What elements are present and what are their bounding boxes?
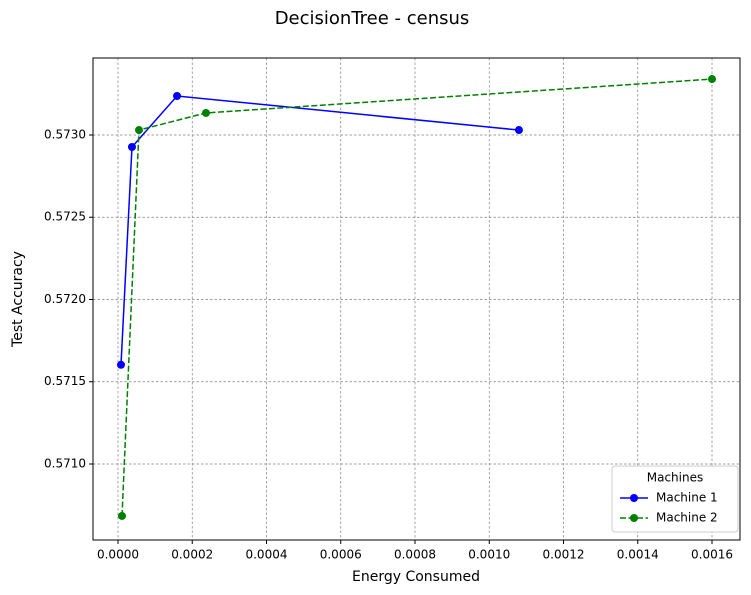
data-point — [173, 92, 182, 101]
x-tick-label: 0.0002 — [171, 548, 213, 562]
x-tick-label: 0.0014 — [617, 548, 659, 562]
y-tick-label: 0.5725 — [44, 210, 86, 224]
x-tick-label: 0.0006 — [320, 548, 362, 562]
data-point — [127, 142, 136, 151]
legend-marker — [630, 494, 638, 502]
data-point — [708, 75, 717, 84]
series-line — [121, 78, 713, 517]
data-point — [117, 511, 126, 520]
legend-title: Machines — [647, 471, 703, 485]
legend-marker — [630, 514, 638, 522]
legend-label: Machine 1 — [656, 491, 718, 505]
x-tick-label: 0.0010 — [468, 548, 510, 562]
y-tick-label: 0.5710 — [44, 456, 86, 470]
plot-frame — [92, 57, 741, 541]
x-axis-label: Energy Consumed — [352, 569, 480, 585]
y-tick-label: 0.5715 — [44, 374, 86, 388]
data-point — [116, 360, 125, 369]
legend-box — [611, 465, 739, 533]
x-tick-label: 0.0008 — [394, 548, 436, 562]
y-tick-label: 0.5720 — [44, 292, 86, 306]
data-point — [514, 126, 523, 135]
data-point — [134, 126, 143, 135]
y-axis-label: Test Accuracy — [10, 251, 26, 348]
x-tick-label: 0.0012 — [543, 548, 585, 562]
y-tick-label: 0.5730 — [44, 127, 86, 141]
x-tick-label: 0.0016 — [691, 548, 733, 562]
x-tick-label: 0.0004 — [245, 548, 287, 562]
series-line — [120, 95, 520, 365]
legend-label: Machine 2 — [656, 511, 718, 525]
data-point — [201, 108, 210, 117]
x-tick-label: 0.0000 — [97, 548, 139, 562]
chart-title: DecisionTree - census — [275, 8, 470, 29]
